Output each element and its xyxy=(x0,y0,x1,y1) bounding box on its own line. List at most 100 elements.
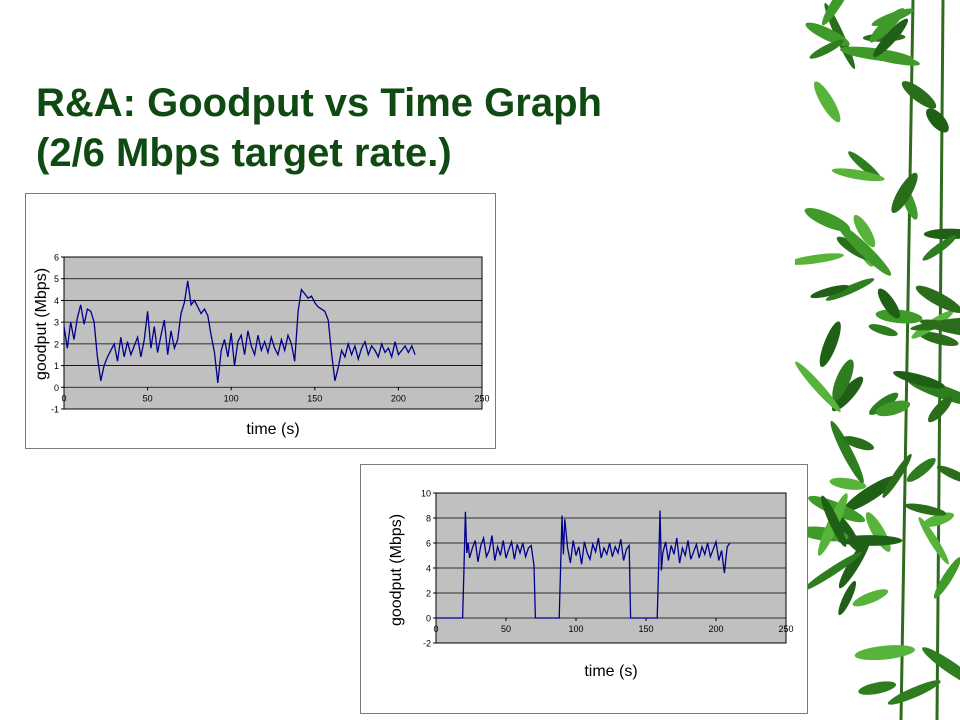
slide-title-line1: R&A: Goodput vs Time Graph xyxy=(36,81,602,125)
x-tick-label: 200 xyxy=(708,624,723,634)
bamboo-leaf-icon xyxy=(933,557,960,599)
y-tick-label: 1 xyxy=(54,361,59,371)
chart-1-x-axis-label: time (s) xyxy=(246,421,299,438)
bamboo-leaf-icon xyxy=(869,392,899,415)
bamboo-leaf-icon xyxy=(825,278,875,301)
bamboo-leaf-icon xyxy=(829,477,867,490)
chart-1-gridlines xyxy=(64,256,482,410)
x-tick-label: 200 xyxy=(391,393,406,403)
bamboo-leaf-icon xyxy=(802,551,863,591)
chart-1: -1 0 1 2 3 4 5 6 0 50 100 150 200 250 time (s) goodp… xyxy=(25,193,496,449)
x-tick-label: 50 xyxy=(143,393,153,403)
y-tick-label: 6 xyxy=(54,253,59,263)
y-tick-label: 2 xyxy=(54,339,59,349)
y-tick-label: 4 xyxy=(426,564,431,574)
bamboo-leaf-icon xyxy=(838,580,857,616)
chart-1-y-axis-label: goodput (Mbps) xyxy=(33,268,50,380)
bamboo-leaf-icon xyxy=(882,453,912,498)
x-tick-label: 0 xyxy=(61,393,66,403)
x-tick-label: 250 xyxy=(474,393,489,403)
bamboo-leaf-icon xyxy=(877,288,900,319)
bamboo-leaf-icon xyxy=(901,81,937,109)
bamboo-leaf-icon xyxy=(887,680,941,705)
y-tick-label: -2 xyxy=(423,639,431,649)
chart-2: -2 0 2 4 6 8 10 0 50 100 150 200 250 time (s) goodp… xyxy=(360,464,808,714)
bamboo-leaf-icon xyxy=(922,235,957,261)
y-tick-label: 0 xyxy=(54,383,59,393)
bamboo-leaf-icon xyxy=(927,396,953,423)
bamboo-leaf-icon xyxy=(858,681,897,695)
chart-1-x-ticks: 0 50 100 150 200 250 xyxy=(61,387,490,403)
x-tick-label: 100 xyxy=(568,624,583,634)
x-tick-label: 50 xyxy=(501,624,511,634)
bamboo-leaf-icon xyxy=(804,207,851,232)
bamboo-leaf-icon xyxy=(906,457,936,483)
bamboo-leaf-icon xyxy=(904,503,947,516)
bamboo-leaf-icon xyxy=(830,420,864,484)
bamboo-leaf-icon xyxy=(918,517,949,565)
bamboo-leaf-icon xyxy=(873,18,909,58)
y-tick-label: 5 xyxy=(54,274,59,284)
bamboo-leaf-icon xyxy=(810,284,850,299)
chart-1-series-line xyxy=(63,280,416,383)
chart-2-gridlines xyxy=(436,492,786,644)
y-tick-label: 0 xyxy=(426,614,431,624)
bamboo-leaf-icon xyxy=(843,475,897,512)
bamboo-leaf-icon xyxy=(854,645,915,661)
bamboo-leaf-icon xyxy=(832,359,854,401)
bamboo-leaf-icon xyxy=(809,39,844,59)
bamboo-leaf-icon xyxy=(869,8,905,43)
bamboo-leaf-icon xyxy=(875,400,911,417)
bamboo-leaf-icon xyxy=(923,512,954,527)
bamboo-leaf-icon xyxy=(922,647,960,688)
bamboo-leaf-icon xyxy=(852,589,889,607)
bamboo-leaf-icon xyxy=(813,81,841,123)
bamboo-leaf-icon xyxy=(868,324,898,337)
bamboo-leaf-icon xyxy=(936,465,960,484)
y-tick-label: 8 xyxy=(426,514,431,524)
bamboo-leaf-icon xyxy=(891,172,918,214)
bamboo-leaf-icon xyxy=(795,361,841,412)
x-tick-label: 150 xyxy=(638,624,653,634)
y-tick-label: -1 xyxy=(51,405,59,415)
x-tick-label: 150 xyxy=(307,393,322,403)
bamboo-leaf-icon xyxy=(821,0,855,26)
bamboo-leaf-icon xyxy=(795,253,844,265)
slide-title-line2: (2/6 Mbps target rate.) xyxy=(36,131,452,175)
bamboo-leaf-icon xyxy=(834,514,861,552)
slide-title: R&A: Goodput vs Time Graph (2/6 Mbps tar… xyxy=(36,78,796,178)
y-tick-label: 6 xyxy=(426,539,431,549)
bamboo-leaf-icon xyxy=(837,223,892,276)
bamboo-leaf-icon xyxy=(926,108,949,133)
bamboo-leaf-icon xyxy=(915,285,960,313)
x-tick-label: 0 xyxy=(433,624,438,634)
bamboo-leaf-icon xyxy=(831,376,864,412)
bamboo-leaf-icon xyxy=(821,495,847,547)
x-tick-label: 250 xyxy=(778,624,793,634)
bamboo-leaf-icon xyxy=(923,228,960,240)
bamboo-leaf-icon xyxy=(819,321,841,368)
y-tick-label: 10 xyxy=(421,489,431,499)
bamboo-leaf-icon xyxy=(838,536,871,589)
bamboo-leaf-icon xyxy=(919,331,959,347)
y-tick-label: 4 xyxy=(54,296,59,306)
y-tick-label: 2 xyxy=(426,589,431,599)
chart-2-x-axis-label: time (s) xyxy=(584,663,637,680)
y-tick-label: 3 xyxy=(54,318,59,328)
bamboo-leaf-icon xyxy=(893,370,945,389)
bamboo-leaf-icon xyxy=(910,317,960,331)
chart-2-y-axis-label: goodput (Mbps) xyxy=(388,514,405,626)
bamboo-leaf-icon xyxy=(848,151,882,181)
chart-2-series-line xyxy=(436,510,731,619)
bamboo-leaves-icon xyxy=(795,0,960,720)
chart-1-plot-area xyxy=(63,256,483,410)
bamboo-leaf-icon xyxy=(853,214,876,248)
bamboo-leaf-icon xyxy=(842,436,875,451)
chart-2-x-ticks: 0 50 100 150 200 250 xyxy=(433,618,794,634)
x-tick-label: 100 xyxy=(224,393,239,403)
bamboo-leaf-icon xyxy=(831,168,885,182)
